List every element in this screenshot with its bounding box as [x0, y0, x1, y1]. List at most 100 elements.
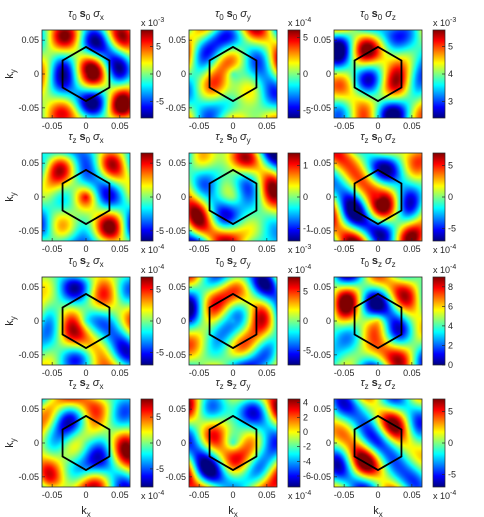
- y-tick-label: 0: [34, 69, 39, 79]
- x-tick-label: 0.05: [403, 368, 421, 378]
- panel-title: τ0​sz​σx​: [68, 255, 103, 269]
- x-tick-label: -0.05: [42, 490, 63, 500]
- x-tick-label: -0.05: [334, 368, 355, 378]
- panel-12: -0.05 0 0.05 0.05 0 -0.05 τz​sz​σz​ 5 0 -5 x 10-4: [310, 377, 456, 501]
- x-tick-label: 0: [375, 121, 380, 131]
- colorbar-exponent: x 10-4: [141, 490, 164, 501]
- x-tick-label: 0: [230, 244, 235, 254]
- panel-8: -0.05 0 0.05 0.05 0 -0.05 τ0​sz​σy​ 5 0 -5 x 10-4: [165, 255, 311, 378]
- y-tick-label: -0.05: [310, 472, 331, 482]
- y-tick-label: -0.05: [310, 350, 331, 360]
- colorbar-tick-label: 4: [448, 321, 453, 331]
- colorbar-exponent: x 10-3: [433, 17, 456, 28]
- colorbar-exponent: x 10-4: [141, 244, 164, 255]
- colorbar-tick-label: 4: [448, 69, 453, 79]
- colorbar-tick-label: 5: [448, 407, 453, 417]
- x-tick-label: -0.05: [189, 121, 210, 131]
- x-tick-label: -0.05: [334, 490, 355, 500]
- colorbar-exponent: x 10-4: [141, 264, 164, 275]
- x-tick-label: 0.05: [403, 490, 421, 500]
- colorbar-exponent: x 10-3: [141, 17, 164, 28]
- colorbar-exponent: x 10-4: [288, 17, 311, 28]
- x-tick-label: 0: [375, 490, 380, 500]
- panel-title: τ0​sz​σz​: [360, 255, 395, 269]
- hexagon-outline: [61, 292, 111, 350]
- heatmap-image: [189, 153, 277, 241]
- panel-title: τz​s0​σy​: [215, 131, 250, 145]
- heatmap-image: [42, 277, 130, 365]
- colorbar-tick-label: -4: [303, 456, 311, 466]
- colorbar-tick-label: 0: [448, 438, 453, 448]
- colorbar-tick-label: 2: [448, 340, 453, 350]
- panel-title: τ0​sz​σy​: [215, 255, 250, 269]
- colorbar-tick-label: 0: [156, 438, 161, 448]
- colorbar-exponent: x 10-3: [288, 244, 311, 255]
- panel-2: -0.05 0 0.05 0.05 0 -0.05 τ0​s0​σy​ 5 0 -5 x 10-4: [165, 8, 311, 131]
- hexagon-outline: [353, 414, 403, 472]
- y-tick-label: -0.05: [310, 103, 331, 113]
- x-tick-label: 0: [83, 490, 88, 500]
- panel-5: -0.05 0 0.05 0.05 0 -0.05 τz​s0​σy​ 1 0 -1 x 10-3: [165, 131, 311, 255]
- colorbar: [287, 398, 301, 488]
- x-tick-label: -0.05: [189, 244, 210, 254]
- y-tick-label: -0.05: [18, 472, 39, 482]
- y-tick-label: 0.05: [21, 404, 39, 414]
- panel-3: -0.05 0 0.05 0.05 0 -0.05 τ0​s0​σz​ 5 4 3 x 10-3: [310, 8, 456, 131]
- colorbar-tick-label: 5: [156, 158, 161, 168]
- y-tick-label: 0: [34, 192, 39, 202]
- colorbar-tick-label: 0: [303, 192, 308, 202]
- y-tick-label: 0.05: [168, 158, 186, 168]
- x-tick-label: -0.05: [42, 368, 63, 378]
- y-tick-label: 0: [181, 438, 186, 448]
- y-axis-label: ky: [4, 438, 18, 448]
- y-tick-label: 0: [181, 316, 186, 326]
- x-tick-label: 0.05: [403, 244, 421, 254]
- x-axis-label: kx: [81, 505, 91, 517]
- y-tick-label: -0.05: [165, 350, 186, 360]
- y-tick-label: 0: [326, 438, 331, 448]
- hexagon-outline: [208, 414, 258, 472]
- colorbar-tick-label: 0: [448, 360, 453, 370]
- hexagon-outline: [61, 45, 111, 103]
- colorbar-tick-label: 0: [156, 192, 161, 202]
- colorbar-exponent: x 10-4: [288, 490, 311, 501]
- x-tick-label: 0: [375, 368, 380, 378]
- y-tick-label: 0.05: [313, 404, 331, 414]
- hexagon-outline: [61, 168, 111, 226]
- x-tick-label: 0: [83, 244, 88, 254]
- x-tick-label: 0: [230, 121, 235, 131]
- x-tick-label: 0: [230, 490, 235, 500]
- y-tick-label: 0.05: [21, 35, 39, 45]
- colorbar-tick-label: -5: [303, 345, 311, 355]
- hexagon-outline: [353, 292, 403, 350]
- x-tick-label: 0.05: [111, 121, 129, 131]
- hexagon-outline: [61, 414, 111, 472]
- x-tick-label: 0.05: [258, 244, 276, 254]
- hexagon-outline: [353, 168, 403, 226]
- y-tick-label: 0: [181, 69, 186, 79]
- colorbar-tick-label: 0: [303, 69, 308, 79]
- hexagon-outline: [208, 45, 258, 103]
- panels: -0.05 0 0.05 0.05 0 -0.05 τ0​s0​σx​ 5 0 -5 x 10-3 -…: [4, 8, 456, 517]
- y-tick-label: 0: [326, 316, 331, 326]
- colorbar-tick-label: 2: [303, 412, 308, 422]
- panel-4: -0.05 0 0.05 0.05 0 -0.05 τz​s0​σx​ 5 0 -5 x 10-4: [18, 131, 164, 255]
- hexagon-outline: [208, 292, 258, 350]
- heatmap-image: [334, 277, 422, 365]
- colorbar-tick-label: 0: [303, 316, 308, 326]
- y-tick-label: -0.05: [310, 226, 331, 236]
- x-axis-label: kx: [228, 505, 238, 517]
- x-tick-label: -0.05: [42, 244, 63, 254]
- colorbar-tick-label: -6: [303, 471, 311, 481]
- y-tick-label: 0.05: [21, 158, 39, 168]
- y-tick-label: 0: [326, 192, 331, 202]
- panel-title: τ0​s0​σx​: [68, 8, 104, 22]
- colorbar-tick-label: -5: [303, 106, 311, 116]
- heatmap-image: [42, 30, 130, 118]
- colorbar: [432, 276, 446, 366]
- x-tick-label: -0.05: [189, 368, 210, 378]
- y-tick-label: 0.05: [168, 404, 186, 414]
- panel-title: τz​sz​σx​: [69, 377, 104, 391]
- colorbar-tick-label: 5: [303, 32, 308, 42]
- y-tick-label: -0.05: [165, 472, 186, 482]
